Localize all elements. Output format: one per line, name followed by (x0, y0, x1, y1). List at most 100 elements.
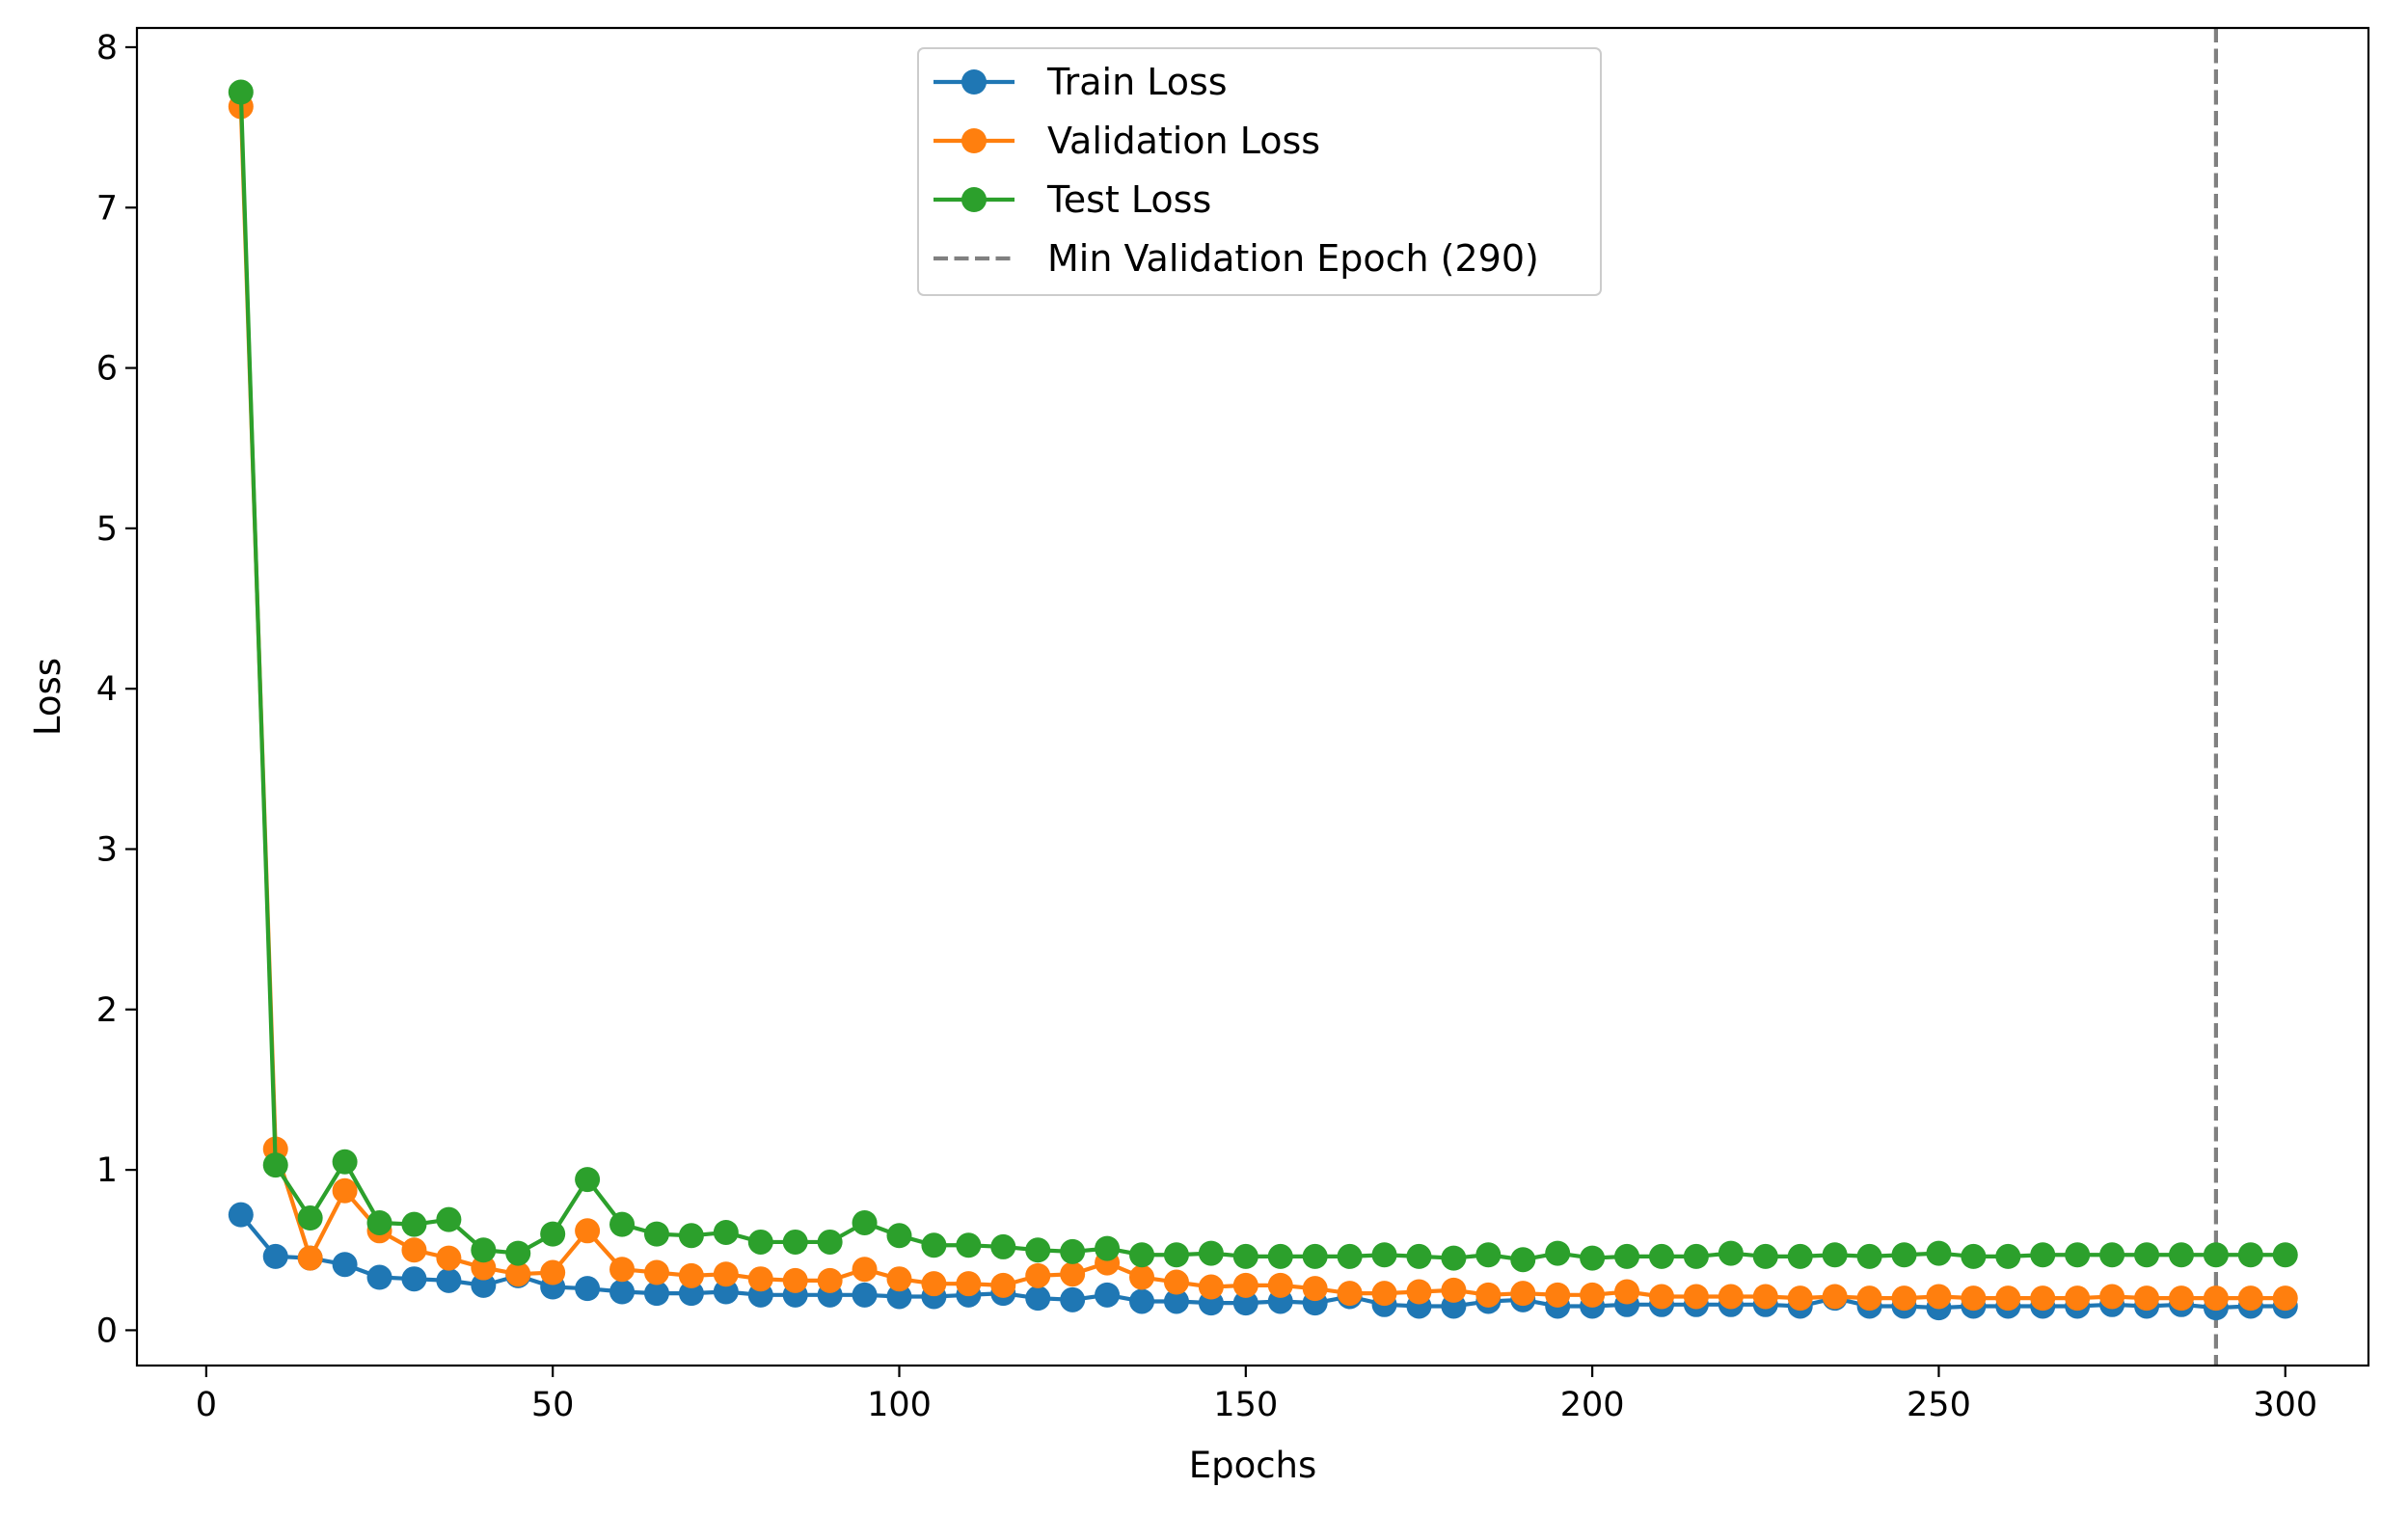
data-point-test-loss (262, 1152, 288, 1178)
legend-marker-train (961, 69, 987, 95)
legend-label-test: Test Loss (1046, 178, 1211, 221)
data-point-validation-loss (1718, 1284, 1744, 1310)
data-point-validation-loss (921, 1271, 947, 1297)
data-point-validation-loss (747, 1266, 773, 1292)
data-point-validation-loss (1406, 1279, 1432, 1305)
data-point-validation-loss (2065, 1285, 2091, 1312)
data-point-validation-loss (1371, 1281, 1397, 1307)
data-point-validation-loss (2203, 1285, 2229, 1312)
data-point-test-loss (1406, 1243, 1432, 1269)
data-point-validation-loss (1025, 1262, 1051, 1288)
data-point-test-loss (297, 1204, 323, 1231)
data-point-validation-loss (2272, 1285, 2298, 1312)
data-point-train-loss (1060, 1286, 1086, 1312)
data-point-test-loss (575, 1167, 601, 1193)
y-tick-label: 6 (96, 350, 118, 389)
y-tick-label: 8 (96, 29, 118, 68)
x-axis-label: Epochs (1189, 1445, 1317, 1486)
data-point-train-loss (678, 1281, 704, 1307)
legend-entry-min-validation: Min Validation Epoch (290) (933, 237, 1539, 280)
data-point-test-loss (228, 79, 254, 105)
data-point-validation-loss (1580, 1282, 1606, 1308)
data-point-test-loss (990, 1233, 1016, 1259)
y-tick-label: 7 (96, 189, 118, 228)
data-point-train-loss (609, 1279, 636, 1305)
data-point-test-loss (643, 1221, 669, 1247)
x-tick-label: 200 (1560, 1386, 1625, 1424)
data-point-train-loss (366, 1264, 392, 1290)
data-point-validation-loss (1648, 1284, 1674, 1310)
data-point-validation-loss (990, 1272, 1016, 1298)
data-point-train-loss (643, 1281, 669, 1307)
data-point-test-loss (1822, 1242, 1848, 1268)
data-point-validation-loss (643, 1259, 669, 1285)
data-point-test-loss (1129, 1242, 1155, 1268)
data-point-validation-loss (2099, 1284, 2125, 1310)
series-validation-loss (228, 94, 2298, 1312)
data-point-test-loss (956, 1232, 982, 1258)
x-tick-label: 150 (1213, 1386, 1278, 1424)
data-point-train-loss (575, 1276, 601, 1302)
data-point-test-loss (1060, 1238, 1086, 1264)
plot-frame (135, 26, 2370, 1367)
x-tick-label: 0 (196, 1386, 217, 1424)
data-point-test-loss (886, 1223, 912, 1249)
data-point-validation-loss (1752, 1284, 1778, 1310)
data-point-validation-loss (1163, 1269, 1189, 1295)
data-point-validation-loss (540, 1259, 566, 1285)
data-point-test-loss (1614, 1243, 1640, 1269)
data-point-validation-loss (1961, 1285, 1987, 1312)
data-point-train-loss (886, 1284, 912, 1310)
data-point-validation-loss (1614, 1279, 1640, 1305)
x-tick-label: 50 (531, 1386, 575, 1424)
data-point-test-loss (1371, 1242, 1397, 1268)
data-point-validation-loss (1510, 1281, 1536, 1307)
data-point-validation-loss (1822, 1284, 1848, 1310)
data-point-validation-loss (505, 1261, 531, 1287)
x-tick-label: 250 (1907, 1386, 1971, 1424)
data-point-train-loss (1163, 1288, 1189, 1314)
data-point-validation-loss (1891, 1285, 1917, 1312)
data-point-test-loss (1441, 1245, 1467, 1271)
data-point-test-loss (2203, 1242, 2229, 1268)
series-test-loss (228, 79, 2298, 1273)
data-point-train-loss (1129, 1288, 1155, 1314)
data-point-train-loss (713, 1279, 739, 1305)
legend-entry-test: Test Loss (933, 178, 1211, 221)
data-point-validation-loss (1337, 1281, 1363, 1307)
data-point-test-loss (1025, 1237, 1051, 1263)
data-point-test-loss (1302, 1243, 1328, 1269)
data-point-test-loss (1683, 1243, 1709, 1269)
legend-entry-train: Train Loss (933, 61, 1228, 103)
y-tick-label: 0 (96, 1312, 118, 1350)
data-point-test-loss (1267, 1243, 1293, 1269)
data-point-test-loss (1752, 1243, 1778, 1269)
ticks-layer: 0 50 100 150 200 250 300 0 1 2 3 4 5 6 7 8 (96, 29, 2317, 1424)
x-tick-label: 100 (867, 1386, 932, 1424)
data-point-validation-loss (575, 1218, 601, 1244)
data-point-test-loss (921, 1232, 947, 1258)
data-point-train-loss (332, 1252, 358, 1278)
y-tick-label: 4 (96, 670, 118, 709)
data-point-validation-loss (1232, 1272, 1258, 1298)
data-point-train-loss (228, 1202, 254, 1228)
data-point-test-loss (471, 1237, 497, 1263)
data-point-validation-loss (678, 1262, 704, 1288)
data-point-test-loss (1926, 1240, 1952, 1266)
data-point-test-loss (782, 1229, 808, 1255)
legend-box (917, 47, 1602, 296)
data-point-validation-loss (1926, 1284, 1952, 1310)
data-point-test-loss (2065, 1242, 2091, 1268)
data-point-test-loss (747, 1229, 773, 1255)
data-point-validation-loss (1267, 1272, 1293, 1298)
data-point-test-loss (1580, 1245, 1606, 1271)
data-point-validation-loss (1683, 1284, 1709, 1310)
data-point-train-loss (852, 1282, 878, 1308)
data-point-train-loss (262, 1243, 288, 1269)
data-point-train-loss (1232, 1290, 1258, 1316)
data-point-test-loss (505, 1240, 531, 1266)
data-point-validation-loss (852, 1257, 878, 1283)
y-tick-label: 3 (96, 830, 118, 869)
data-point-validation-loss (713, 1261, 739, 1287)
data-point-validation-loss (401, 1237, 427, 1263)
